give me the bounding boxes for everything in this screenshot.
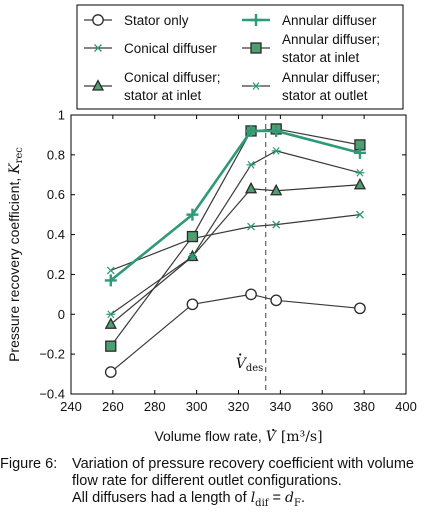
legend-entry: Annular diffuser <box>242 13 377 28</box>
data-point <box>187 252 197 261</box>
data-point <box>355 168 365 177</box>
data-point <box>186 230 199 243</box>
plot-frame <box>70 114 407 395</box>
legend-box <box>76 4 404 110</box>
x-tick-label: 280 <box>144 399 166 414</box>
data-point <box>355 210 364 219</box>
y-tick-label: 0.2 <box>47 267 65 282</box>
y-tick-label: 0.4 <box>47 227 65 242</box>
caption-last-line: All diffusers had a length of ldif = dF. <box>0 490 436 512</box>
legend-entry: Conical diffuser <box>84 41 217 56</box>
data-point <box>353 177 367 190</box>
legend-entry: Annular diffuser; stator at inlet <box>242 32 380 65</box>
y-tick-label: 0.8 <box>47 147 65 162</box>
x-tick-label: 360 <box>311 399 333 414</box>
data-point <box>272 220 281 229</box>
legend-swatch-marker <box>250 42 262 54</box>
pressure-recovery-chart: 240 260 280 300 320 340 360 380 400 −0.4 −0.2 0 0.2 0… <box>6 4 417 445</box>
caption-equals: = <box>268 490 286 506</box>
legend-label: stator at outlet <box>282 88 368 103</box>
x-tick-label: 340 <box>270 399 292 414</box>
caption-sub-dif: dif <box>255 497 269 509</box>
legend-swatch-marker <box>250 14 262 26</box>
data-point <box>271 146 281 155</box>
data-point <box>104 366 117 378</box>
x-label-dot <box>272 428 275 432</box>
series-annular-diffuser-stator-at-outlet <box>106 146 365 319</box>
data-point <box>270 124 283 137</box>
design-label-dot <box>239 353 242 356</box>
x-axis-label: Volume flow rate, V [m³/s] <box>154 428 322 445</box>
series-stator-only <box>104 288 366 378</box>
series-line <box>110 150 361 315</box>
legend-label: Conical diffuser <box>124 41 217 56</box>
caption-label: Figure 6: <box>0 456 58 472</box>
caption-symbol-l: l <box>250 490 256 506</box>
x-tick-label: 400 <box>395 399 417 414</box>
caption-text: Variation of pressure recovery coefficie… <box>72 456 414 489</box>
figure-caption: Figure 6: Variation of pressure recovery… <box>0 456 436 512</box>
caption-period: . <box>300 490 305 506</box>
data-point <box>245 288 257 301</box>
data-point <box>247 222 256 231</box>
data-point <box>244 181 258 194</box>
series-conical-diffuser <box>106 210 364 275</box>
legend-label: Annular diffuser; <box>282 32 380 47</box>
y-tick-label: 1 <box>58 108 65 123</box>
series-annular-diffuser <box>104 124 366 287</box>
legend-label: Conical diffuser; <box>124 70 221 85</box>
data-point <box>106 266 115 275</box>
data-point <box>186 208 199 221</box>
caption-sub-f: F <box>293 497 301 509</box>
x-tick-label: 380 <box>353 399 375 414</box>
legend: Stator only Annular diffuser Conical diffu… <box>76 4 404 110</box>
legend-swatch-marker <box>91 79 105 91</box>
caption-last-prefix: All diffusers had a length of <box>72 490 251 506</box>
legend-entry: Conical diffuser; stator at inlet <box>84 70 221 103</box>
legend-entry: Stator only <box>84 13 189 28</box>
legend-label: stator at inlet <box>124 88 202 103</box>
series-conical-diffuser-stator-at-inlet <box>104 177 367 329</box>
y-tick-label: 0 <box>58 307 65 322</box>
data-point <box>246 160 256 169</box>
data-point <box>104 274 117 287</box>
y-tick-label: 0.6 <box>47 187 65 202</box>
x-tick-label: 320 <box>228 399 250 414</box>
y-tick-label: −0.4 <box>39 387 65 402</box>
x-tick-label: 300 <box>186 399 208 414</box>
legend-label: Annular diffuser; <box>282 70 380 85</box>
data-point <box>186 298 199 311</box>
legend-swatch-marker <box>251 82 261 90</box>
legend-label: Annular diffuser <box>282 13 377 28</box>
series-line <box>110 128 361 347</box>
x-tick-label: 260 <box>102 399 124 414</box>
data-point <box>353 146 366 159</box>
legend-swatch-marker <box>94 44 102 52</box>
x-tick-label: 240 <box>60 399 82 414</box>
legend-swatch-marker <box>92 14 104 26</box>
legend-label: Stator only <box>124 13 189 28</box>
data-point <box>245 124 258 137</box>
series-line <box>109 129 361 282</box>
series-annular-diffuser-stator-at-inlet <box>105 123 366 352</box>
data-point <box>106 310 116 319</box>
legend-label: stator at inlet <box>282 50 360 65</box>
design-point-label: Vdes <box>236 356 264 374</box>
data-point <box>354 302 366 315</box>
series-line <box>110 214 361 272</box>
legend-entry: Annular diffuser; stator at outlet <box>242 70 380 103</box>
y-tick-label: −0.2 <box>39 347 65 362</box>
data-point <box>105 340 117 352</box>
series-line <box>110 184 360 325</box>
data-point <box>104 317 117 329</box>
data-point <box>270 294 283 307</box>
y-axis-label: Pressure recovery coefficient, Krec <box>6 147 25 362</box>
caption-symbol-d: d <box>285 490 294 506</box>
data-point <box>270 183 283 196</box>
